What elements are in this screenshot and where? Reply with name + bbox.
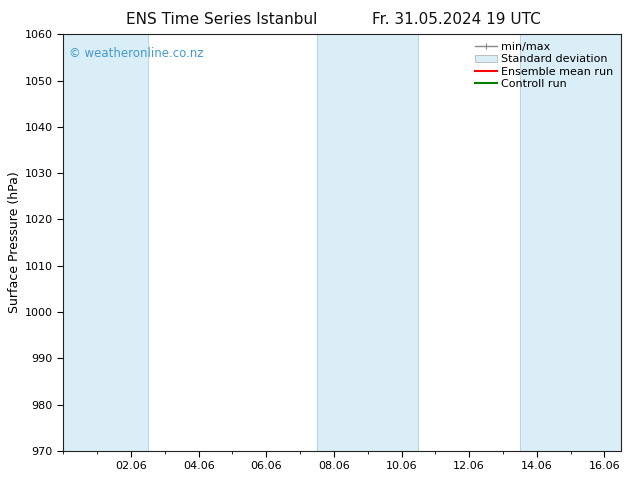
Legend: min/max, Standard deviation, Ensemble mean run, Controll run: min/max, Standard deviation, Ensemble me…	[472, 40, 616, 91]
Bar	[63, 34, 148, 451]
Bar	[520, 34, 621, 451]
Text: ENS Time Series Istanbul: ENS Time Series Istanbul	[126, 12, 318, 27]
Bar	[317, 34, 418, 451]
Text: © weatheronline.co.nz: © weatheronline.co.nz	[69, 47, 204, 60]
Y-axis label: Surface Pressure (hPa): Surface Pressure (hPa)	[8, 172, 21, 314]
Text: Fr. 31.05.2024 19 UTC: Fr. 31.05.2024 19 UTC	[372, 12, 541, 27]
